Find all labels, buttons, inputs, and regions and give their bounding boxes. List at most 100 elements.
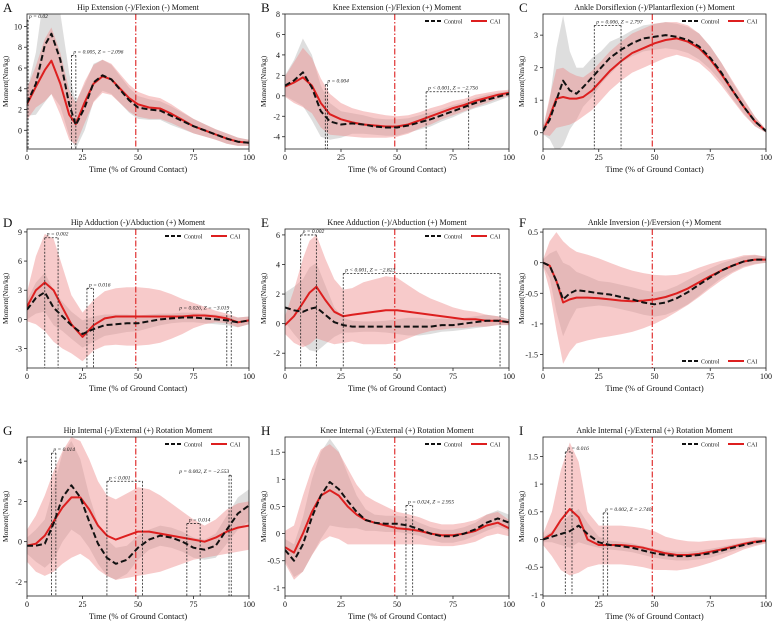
x-axis-label: Time (% of Ground Contact): [89, 383, 188, 393]
plot-area: [27, 229, 249, 368]
control-sd-band: [285, 38, 509, 140]
y-tick-label: 4: [276, 260, 280, 269]
x-tick-label: 75: [449, 372, 457, 381]
annotation-label: p = 0.024, Z = 2.955: [407, 498, 454, 505]
x-tick-label: 100: [760, 372, 772, 381]
annotation-label: p = 0.002, Z = 2.740: [604, 506, 651, 513]
x-tick-label: 50: [393, 153, 401, 162]
control-mean-line: [543, 258, 766, 306]
y-tick-label: 0: [534, 259, 538, 268]
x-axis-label: Time (% of Ground Contact): [605, 611, 704, 621]
control-mean-line: [543, 34, 766, 132]
x-tick-label: 100: [760, 600, 772, 609]
significance-annotation: p = 0.016: [564, 446, 589, 596]
x-tick-label: 50: [651, 372, 659, 381]
panel-c: p = 0.006, Z = 2.797 0 25 50 75 100 0 1 2 3 Time (…: [517, 0, 772, 174]
panel-letter: A: [3, 0, 13, 15]
control-mean-line: [285, 481, 509, 562]
x-tick-label: 75: [706, 600, 714, 609]
panel-title: Hip Extension (-)/Flexion (-) Moment: [77, 3, 200, 12]
control-sd-band: [27, 14, 249, 149]
legend: Control CAI: [682, 360, 757, 366]
y-axis-label: Moment(Nm/kg): [1, 490, 10, 542]
x-tick-label: 25: [79, 153, 87, 162]
control-sd-band: [543, 250, 766, 337]
x-tick-label: 25: [337, 372, 345, 381]
legend-cai-label: CAI: [490, 235, 500, 241]
x-tick-label: 50: [651, 153, 659, 162]
x-tick-label: 0: [283, 600, 287, 609]
panel-title: Ankle Dorsiflexion (-)/Plantarflexion (+…: [574, 3, 735, 12]
significance-annotation: p = 0.002: [44, 232, 69, 368]
y-tick-label: 6: [276, 231, 280, 240]
significance-annotation: p = 0.014: [51, 446, 75, 596]
y-tick-label: -2: [273, 112, 280, 121]
cai-mean-line: [285, 76, 509, 128]
x-axis-label: Time (% of Ground Contact): [605, 383, 704, 393]
y-tick-label: 6: [18, 257, 22, 266]
x-tick-label: 25: [595, 153, 603, 162]
plot-area: [285, 229, 509, 368]
x-axis-label: Time (% of Ground Contact): [348, 164, 447, 174]
y-tick-label: 0: [18, 126, 22, 135]
legend: Control CAI: [425, 20, 500, 26]
y-axis-label: Moment(Nm/kg): [517, 272, 526, 324]
x-tick-label: 100: [760, 153, 772, 162]
panel-h: p = 0.024, Z = 2.955 0 25 50 75 100 -1 -0.5 0 0.5…: [259, 423, 515, 621]
significance-annotation: p = 0.002, Z = −2.553: [178, 469, 232, 596]
y-tick-label: 0.5: [528, 508, 538, 517]
x-tick-label: 75: [449, 153, 457, 162]
x-tick-label: 25: [79, 600, 87, 609]
x-tick-label: 0: [283, 153, 287, 162]
panel-title: Ankle Inversion (-)/Eversion (+) Moment: [588, 218, 722, 227]
x-tick-label: 50: [134, 153, 142, 162]
y-tick-label: -1: [531, 320, 538, 329]
panel-f: 0 25 50 75 100 -1.5 -1 -0.5 0 0.5 Time (% of Groun…: [517, 215, 772, 393]
panel-letter: G: [3, 423, 12, 438]
y-tick-label: 0: [276, 320, 280, 329]
cai-mean-line: [543, 508, 766, 556]
significance-annotation: p = 0.016: [86, 282, 111, 368]
legend-cai-label: CAI: [230, 443, 240, 449]
legend-control-label: Control: [444, 235, 463, 241]
panel-e: p = 0.002 p < 0.001, Z = −2.823 0 25 50 75 100…: [259, 215, 515, 393]
panel-letter: H: [261, 423, 270, 438]
control-sd-band: [285, 263, 509, 352]
panel-a: p = 0.02 p = 0.005, Z = −2.096 0 25 50 75 100 0…: [1, 0, 255, 174]
y-axis-label: Moment(Nm/kg): [259, 490, 268, 542]
significance-annotation: p = 0.026, Z = −3.019: [178, 306, 232, 368]
x-axis-label: Time (% of Ground Contact): [89, 164, 188, 174]
x-tick-label: 25: [79, 372, 87, 381]
significance-annotation: p < 0.001, Z = −2.756: [425, 86, 478, 149]
legend-cai-label: CAI: [747, 443, 757, 449]
annotation-label: p = 0.004: [326, 78, 349, 85]
x-tick-label: 50: [651, 600, 659, 609]
y-tick-label: 0: [18, 538, 22, 547]
plot-area: [285, 437, 509, 596]
x-tick-label: 75: [190, 600, 198, 609]
x-tick-label: 50: [393, 600, 401, 609]
cai-sd-band: [285, 444, 509, 580]
x-tick-label: 25: [595, 600, 603, 609]
significance-annotation: p < 0.001, Z = −2.823: [342, 267, 501, 368]
legend-cai-label: CAI: [490, 443, 500, 449]
x-axis-label: Time (% of Ground Contact): [348, 611, 447, 621]
panel-title: Ankle Internal (-)/External (+) Rotation…: [576, 426, 733, 435]
x-tick-label: 50: [134, 600, 142, 609]
legend-cai-label: CAI: [747, 20, 757, 26]
y-tick-label: 2: [534, 64, 538, 73]
panel-letter: F: [519, 215, 526, 230]
panel-letter: D: [3, 215, 12, 230]
y-tick-label: -0.5: [525, 289, 538, 298]
y-tick-label: 0: [18, 315, 22, 324]
x-tick-label: 50: [134, 372, 142, 381]
y-axis-label: Moment(Nm/kg): [1, 55, 10, 107]
y-tick-label: 0: [276, 530, 280, 539]
x-tick-label: 100: [243, 153, 255, 162]
panel-title: Knee Extension (-)/Flexion (+) Moment: [333, 3, 462, 12]
y-tick-label: -0.5: [525, 563, 538, 572]
panel-letter: I: [519, 423, 523, 438]
y-tick-label: -4: [273, 133, 280, 142]
control-sd-band: [285, 438, 509, 577]
legend-cai-label: CAI: [230, 235, 240, 241]
